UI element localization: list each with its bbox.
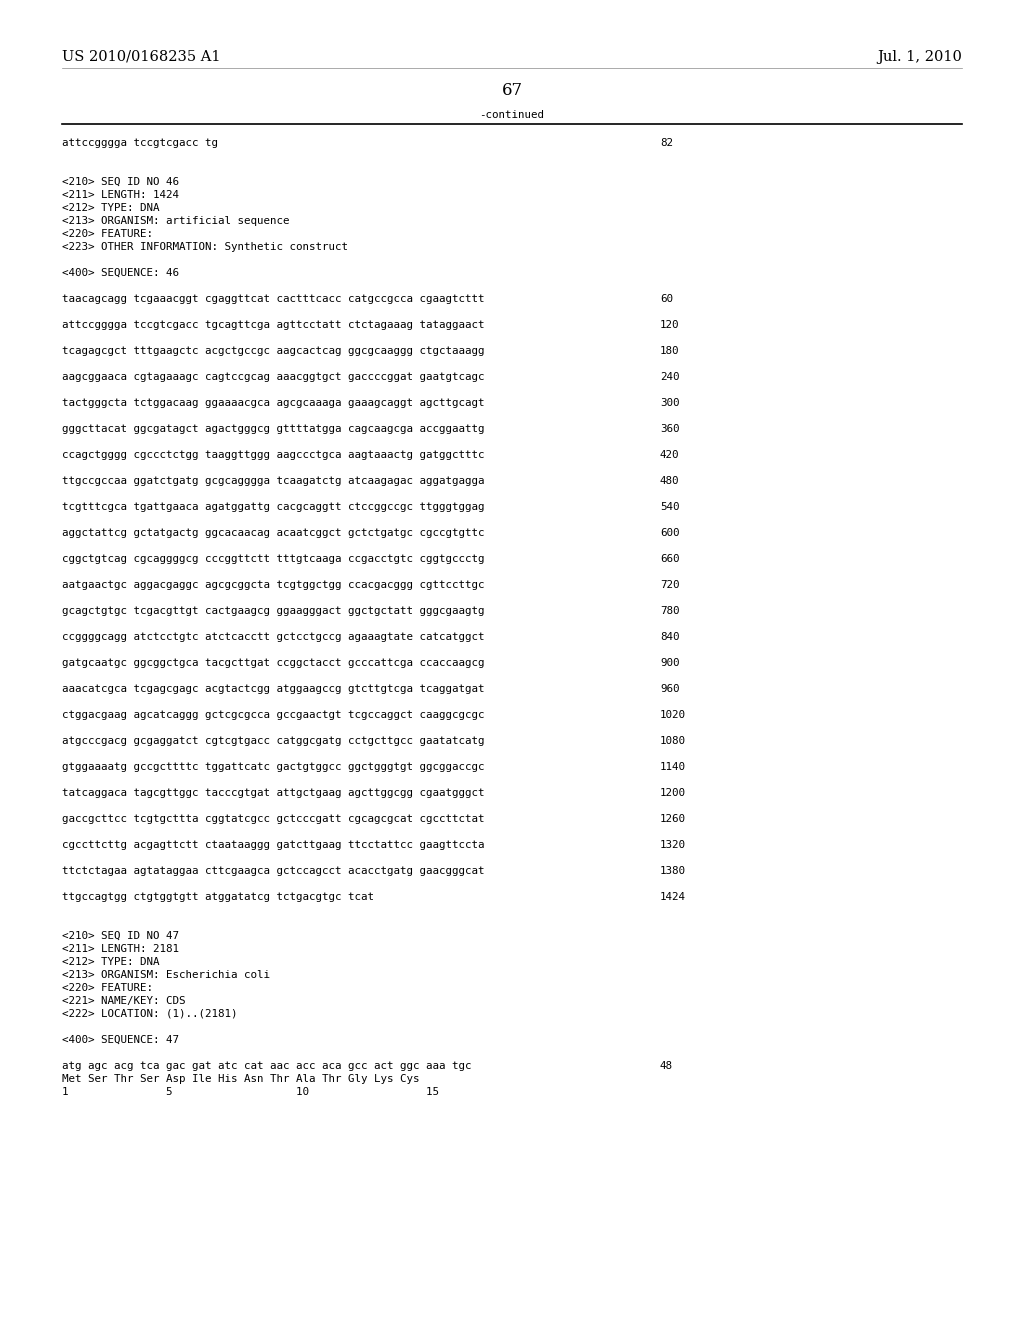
- Text: 60: 60: [660, 294, 673, 304]
- Text: Met Ser Thr Ser Asp Ile His Asn Thr Ala Thr Gly Lys Cys: Met Ser Thr Ser Asp Ile His Asn Thr Ala …: [62, 1074, 420, 1084]
- Text: cggctgtcag cgcaggggcg cccggttctt tttgtcaaga ccgacctgtc cggtgccctg: cggctgtcag cgcaggggcg cccggttctt tttgtca…: [62, 554, 484, 564]
- Text: <212> TYPE: DNA: <212> TYPE: DNA: [62, 957, 160, 968]
- Text: 540: 540: [660, 502, 680, 512]
- Text: atgcccgacg gcgaggatct cgtcgtgacc catggcgatg cctgcttgcc gaatatcatg: atgcccgacg gcgaggatct cgtcgtgacc catggcg…: [62, 737, 484, 746]
- Text: <212> TYPE: DNA: <212> TYPE: DNA: [62, 203, 160, 213]
- Text: <211> LENGTH: 1424: <211> LENGTH: 1424: [62, 190, 179, 201]
- Text: <210> SEQ ID NO 46: <210> SEQ ID NO 46: [62, 177, 179, 187]
- Text: 960: 960: [660, 684, 680, 694]
- Text: 1320: 1320: [660, 840, 686, 850]
- Text: aagcggaaca cgtagaaagc cagtccgcag aaacggtgct gaccccggat gaatgtcagc: aagcggaaca cgtagaaagc cagtccgcag aaacggt…: [62, 372, 484, 381]
- Text: 1080: 1080: [660, 737, 686, 746]
- Text: 420: 420: [660, 450, 680, 459]
- Text: Jul. 1, 2010: Jul. 1, 2010: [878, 50, 962, 63]
- Text: 480: 480: [660, 477, 680, 486]
- Text: taacagcagg tcgaaacggt cgaggttcat cactttcacc catgccgcca cgaagtcttt: taacagcagg tcgaaacggt cgaggttcat cactttc…: [62, 294, 484, 304]
- Text: tactgggcta tctggacaag ggaaaacgca agcgcaaaga gaaagcaggt agcttgcagt: tactgggcta tctggacaag ggaaaacgca agcgcaa…: [62, 399, 484, 408]
- Text: 600: 600: [660, 528, 680, 539]
- Text: <213> ORGANISM: Escherichia coli: <213> ORGANISM: Escherichia coli: [62, 970, 270, 979]
- Text: attccgggga tccgtcgacc tgcagttcga agttcctatt ctctagaaag tataggaact: attccgggga tccgtcgacc tgcagttcga agttcct…: [62, 319, 484, 330]
- Text: 1               5                   10                  15: 1 5 10 15: [62, 1086, 439, 1097]
- Text: <400> SEQUENCE: 47: <400> SEQUENCE: 47: [62, 1035, 179, 1045]
- Text: 180: 180: [660, 346, 680, 356]
- Text: <220> FEATURE:: <220> FEATURE:: [62, 983, 153, 993]
- Text: tcgtttcgca tgattgaaca agatggattg cacgcaggtt ctccggccgc ttgggtggag: tcgtttcgca tgattgaaca agatggattg cacgcag…: [62, 502, 484, 512]
- Text: ttgccgccaa ggatctgatg gcgcagggga tcaagatctg atcaagagac aggatgagga: ttgccgccaa ggatctgatg gcgcagggga tcaagat…: [62, 477, 484, 486]
- Text: ttgccagtgg ctgtggtgtt atggatatcg tctgacgtgc tcat: ttgccagtgg ctgtggtgtt atggatatcg tctgacg…: [62, 892, 374, 902]
- Text: 300: 300: [660, 399, 680, 408]
- Text: <400> SEQUENCE: 46: <400> SEQUENCE: 46: [62, 268, 179, 279]
- Text: 1140: 1140: [660, 762, 686, 772]
- Text: ctggacgaag agcatcaggg gctcgcgcca gccgaactgt tcgccaggct caaggcgcgc: ctggacgaag agcatcaggg gctcgcgcca gccgaac…: [62, 710, 484, 719]
- Text: cgccttcttg acgagttctt ctaataaggg gatcttgaag ttcctattcc gaagttccta: cgccttcttg acgagttctt ctaataaggg gatcttg…: [62, 840, 484, 850]
- Text: 360: 360: [660, 424, 680, 434]
- Text: 82: 82: [660, 139, 673, 148]
- Text: gtggaaaatg gccgcttttc tggattcatc gactgtggcc ggctgggtgt ggcggaccgc: gtggaaaatg gccgcttttc tggattcatc gactgtg…: [62, 762, 484, 772]
- Text: ttctctagaa agtataggaa cttcgaagca gctccagcct acacctgatg gaacgggcat: ttctctagaa agtataggaa cttcgaagca gctccag…: [62, 866, 484, 876]
- Text: 720: 720: [660, 579, 680, 590]
- Text: <223> OTHER INFORMATION: Synthetic construct: <223> OTHER INFORMATION: Synthetic const…: [62, 242, 348, 252]
- Text: 67: 67: [502, 82, 522, 99]
- Text: 120: 120: [660, 319, 680, 330]
- Text: 1260: 1260: [660, 814, 686, 824]
- Text: gaccgcttcc tcgtgcttta cggtatcgcc gctcccgatt cgcagcgcat cgccttctat: gaccgcttcc tcgtgcttta cggtatcgcc gctcccg…: [62, 814, 484, 824]
- Text: gatgcaatgc ggcggctgca tacgcttgat ccggctacct gcccattcga ccaccaagcg: gatgcaatgc ggcggctgca tacgcttgat ccggcta…: [62, 657, 484, 668]
- Text: aatgaactgc aggacgaggc agcgcggcta tcgtggctgg ccacgacggg cgttccttgc: aatgaactgc aggacgaggc agcgcggcta tcgtggc…: [62, 579, 484, 590]
- Text: tatcaggaca tagcgttggc tacccgtgat attgctgaag agcttggcgg cgaatgggct: tatcaggaca tagcgttggc tacccgtgat attgctg…: [62, 788, 484, 799]
- Text: 1200: 1200: [660, 788, 686, 799]
- Text: aaacatcgca tcgagcgagc acgtactcgg atggaagccg gtcttgtcga tcaggatgat: aaacatcgca tcgagcgagc acgtactcgg atggaag…: [62, 684, 484, 694]
- Text: aggctattcg gctatgactg ggcacaacag acaatcggct gctctgatgc cgccgtgttc: aggctattcg gctatgactg ggcacaacag acaatcg…: [62, 528, 484, 539]
- Text: -continued: -continued: [479, 110, 545, 120]
- Text: <220> FEATURE:: <220> FEATURE:: [62, 228, 153, 239]
- Text: 1380: 1380: [660, 866, 686, 876]
- Text: 1424: 1424: [660, 892, 686, 902]
- Text: gcagctgtgc tcgacgttgt cactgaagcg ggaagggact ggctgctatt gggcgaagtg: gcagctgtgc tcgacgttgt cactgaagcg ggaaggg…: [62, 606, 484, 616]
- Text: 780: 780: [660, 606, 680, 616]
- Text: 48: 48: [660, 1061, 673, 1071]
- Text: <211> LENGTH: 2181: <211> LENGTH: 2181: [62, 944, 179, 954]
- Text: gggcttacat ggcgatagct agactgggcg gttttatgga cagcaagcga accggaattg: gggcttacat ggcgatagct agactgggcg gttttat…: [62, 424, 484, 434]
- Text: <210> SEQ ID NO 47: <210> SEQ ID NO 47: [62, 931, 179, 941]
- Text: atg agc acg tca gac gat atc cat aac acc aca gcc act ggc aaa tgc: atg agc acg tca gac gat atc cat aac acc …: [62, 1061, 471, 1071]
- Text: US 2010/0168235 A1: US 2010/0168235 A1: [62, 50, 220, 63]
- Text: 240: 240: [660, 372, 680, 381]
- Text: 660: 660: [660, 554, 680, 564]
- Text: tcagagcgct tttgaagctc acgctgccgc aagcactcag ggcgcaaggg ctgctaaagg: tcagagcgct tttgaagctc acgctgccgc aagcact…: [62, 346, 484, 356]
- Text: 1020: 1020: [660, 710, 686, 719]
- Text: <222> LOCATION: (1)..(2181): <222> LOCATION: (1)..(2181): [62, 1008, 238, 1019]
- Text: ccggggcagg atctcctgtc atctcacctt gctcctgccg agaaagtate catcatggct: ccggggcagg atctcctgtc atctcacctt gctcctg…: [62, 632, 484, 642]
- Text: <221> NAME/KEY: CDS: <221> NAME/KEY: CDS: [62, 997, 185, 1006]
- Text: 840: 840: [660, 632, 680, 642]
- Text: <213> ORGANISM: artificial sequence: <213> ORGANISM: artificial sequence: [62, 216, 290, 226]
- Text: 900: 900: [660, 657, 680, 668]
- Text: ccagctgggg cgccctctgg taaggttggg aagccctgca aagtaaactg gatggctttc: ccagctgggg cgccctctgg taaggttggg aagccct…: [62, 450, 484, 459]
- Text: attccgggga tccgtcgacc tg: attccgggga tccgtcgacc tg: [62, 139, 218, 148]
